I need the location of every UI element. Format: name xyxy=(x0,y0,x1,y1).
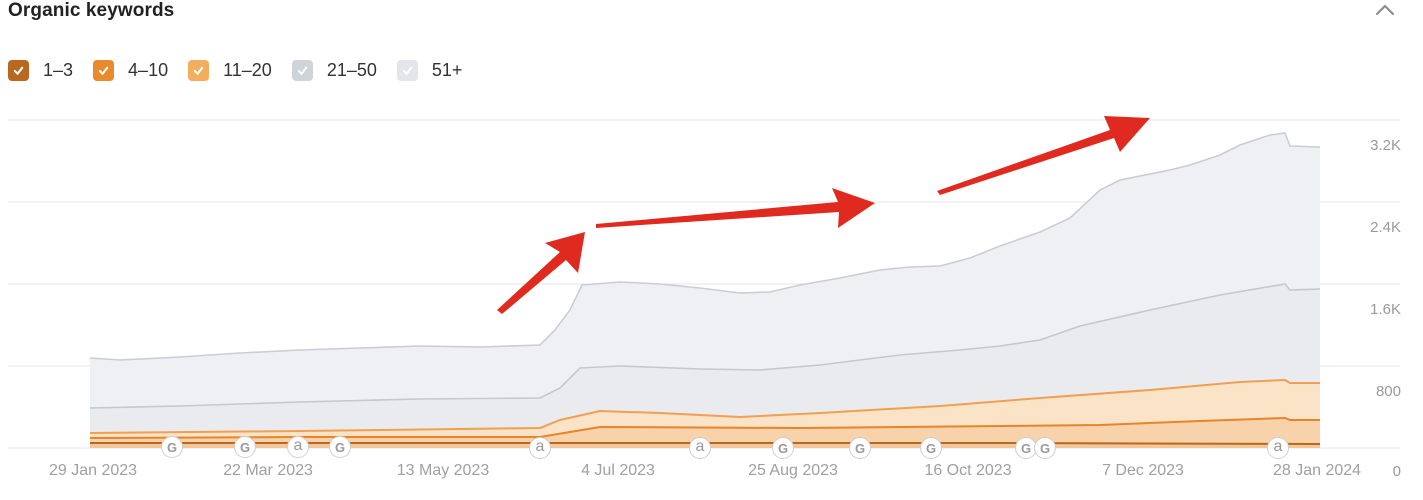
google-update-marker[interactable]: G xyxy=(161,436,183,458)
google-update-marker[interactable]: G xyxy=(772,437,794,459)
google-update-marker[interactable]: G xyxy=(920,437,942,459)
widget-title: Organic keywords xyxy=(8,0,175,21)
line-1-3 xyxy=(90,442,1321,445)
checkbox-checked-icon[interactable] xyxy=(291,60,313,81)
x-tick: 13 May 2023 xyxy=(396,462,490,479)
legend-label: 51+ xyxy=(431,60,463,80)
google-update-marker[interactable]: G xyxy=(1034,437,1056,459)
legend-item-1-3[interactable]: 1–3 xyxy=(8,60,73,81)
google-update-marker[interactable]: G xyxy=(234,436,256,458)
x-tick: 7 Dec 2023 xyxy=(1102,462,1184,479)
ahrefs-update-marker[interactable]: a xyxy=(1267,437,1289,459)
x-tick: 16 Oct 2023 xyxy=(924,462,1012,479)
red-arrows-overlay xyxy=(497,116,1150,314)
legend-label: 1–3 xyxy=(43,60,74,80)
arrow-1-icon xyxy=(497,232,585,314)
arrow-2-icon xyxy=(596,188,875,228)
line-51-plus xyxy=(89,132,1321,361)
y-tick-1600: 1.6K xyxy=(1370,301,1401,318)
x-tick: 4 Jul 2023 xyxy=(581,462,655,479)
google-update-marker[interactable]: G xyxy=(329,436,351,458)
x-tick: 29 Jan 2023 xyxy=(48,462,138,479)
y-tick-3200: 3.2K xyxy=(1370,137,1401,154)
legend-item-4-10[interactable]: 4–10 xyxy=(93,60,168,81)
line-4-10 xyxy=(89,416,1320,439)
y-tick-0: 0 xyxy=(1392,463,1401,480)
arrow-3-icon xyxy=(937,116,1150,195)
legend-label: 11–20 xyxy=(223,60,272,80)
checkbox-checked-icon[interactable] xyxy=(396,60,418,81)
legend-label: 21–50 xyxy=(326,60,377,80)
chevron-up-icon xyxy=(1375,4,1395,16)
collapse-button[interactable] xyxy=(1372,0,1398,20)
ahrefs-update-marker[interactable]: a xyxy=(529,437,551,459)
line-11-20 xyxy=(89,378,1320,434)
x-tick: 22 Mar 2023 xyxy=(223,462,313,479)
x-tick: 25 Aug 2023 xyxy=(748,462,838,479)
ahrefs-update-marker[interactable]: a xyxy=(287,436,309,458)
y-tick-800: 800 xyxy=(1375,383,1401,400)
line-21-50 xyxy=(89,283,1321,409)
x-tick: 28 Jan 2024 xyxy=(1272,462,1362,479)
area-4-10 xyxy=(90,418,1320,448)
ahrefs-update-marker[interactable]: a xyxy=(689,437,711,459)
legend: 1–3 4–10 11–20 21–50 51+ xyxy=(8,60,482,81)
checkbox-checked-icon[interactable] xyxy=(93,60,115,81)
y-tick-2400: 2.4K xyxy=(1370,219,1401,236)
legend-item-21-50[interactable]: 21–50 xyxy=(291,60,377,81)
legend-item-11-20[interactable]: 11–20 xyxy=(188,60,272,81)
checkbox-checked-icon[interactable] xyxy=(8,60,29,81)
checkbox-checked-icon[interactable] xyxy=(188,60,210,81)
legend-label: 4–10 xyxy=(128,60,169,80)
legend-item-51-plus[interactable]: 51+ xyxy=(396,60,463,81)
google-update-marker[interactable]: G xyxy=(849,437,871,459)
